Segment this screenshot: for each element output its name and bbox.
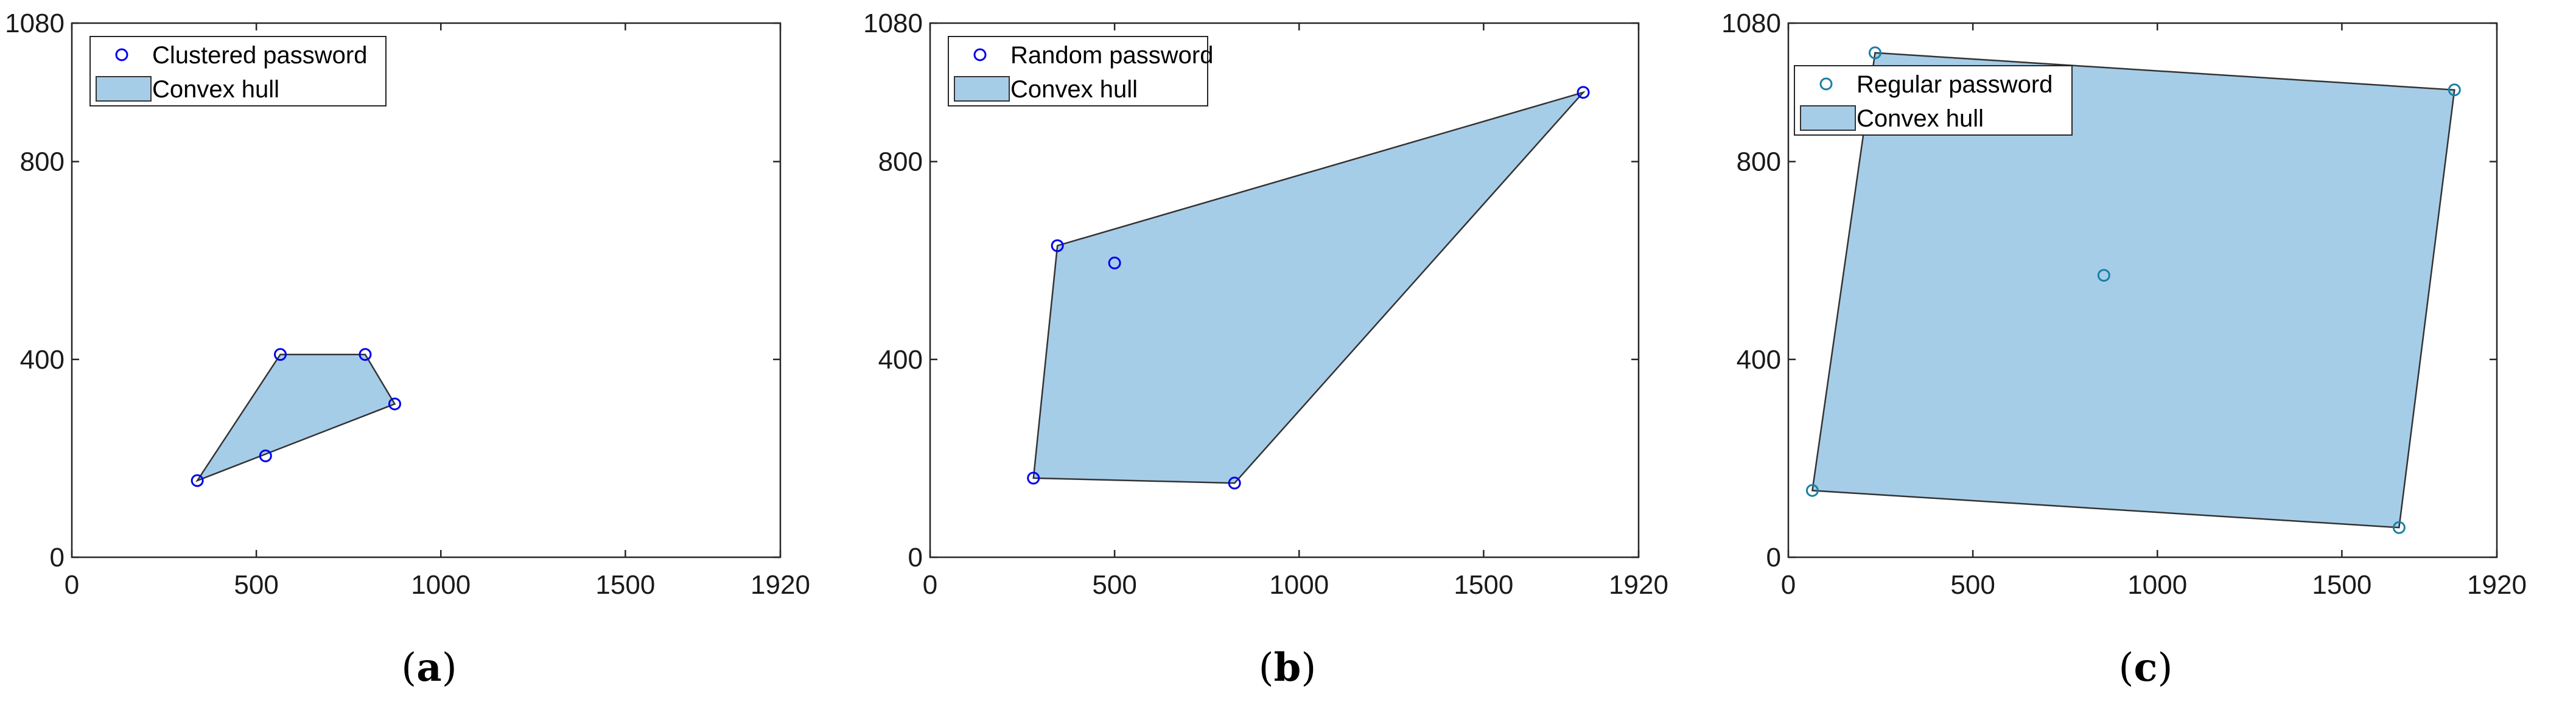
x-tick-label: 500 bbox=[1092, 570, 1136, 600]
data-point bbox=[388, 397, 401, 411]
axes-box bbox=[929, 22, 1640, 558]
y-tick-label: 800 bbox=[20, 147, 65, 177]
y-tick-label: 1080 bbox=[1721, 9, 1781, 38]
chart-panel-b: 0 500 1000 1500 1920 0 400 800 1080 Random passwo… bbox=[858, 0, 1717, 713]
x-tick-label: 1500 bbox=[2312, 570, 2371, 600]
data-point bbox=[1027, 471, 1040, 485]
x-tick-label: 1500 bbox=[595, 570, 655, 600]
x-tick-label: 1000 bbox=[411, 570, 471, 600]
legend-hull-swatch bbox=[96, 76, 152, 102]
legend-hull-label: Convex hull bbox=[152, 76, 279, 103]
data-point bbox=[2097, 269, 2110, 282]
data-point bbox=[1868, 46, 1881, 60]
y-tick-label: 1080 bbox=[5, 9, 65, 38]
convex-hull-polygon bbox=[195, 353, 396, 482]
data-point bbox=[1577, 86, 1590, 99]
caption-a: (a) bbox=[401, 645, 457, 690]
x-tick-label: 500 bbox=[234, 570, 278, 600]
legend: Clustered password Convex hull bbox=[89, 36, 387, 106]
caption-a-letter: a bbox=[416, 645, 442, 690]
legend-hull-label: Convex hull bbox=[1857, 105, 1984, 132]
y-tick-label: 400 bbox=[20, 345, 65, 375]
y-tick-label: 800 bbox=[878, 147, 923, 177]
x-tick-label: 0 bbox=[65, 570, 79, 600]
chart-b: 0 500 1000 1500 1920 0 400 800 1080 Random passwo… bbox=[863, 9, 1668, 600]
x-tick-label: 0 bbox=[923, 570, 937, 600]
caption-b-letter: b bbox=[1273, 645, 1301, 690]
legend-hull-label: Convex hull bbox=[1010, 76, 1138, 103]
y-tick-label: 0 bbox=[1766, 543, 1781, 572]
legend-point-marker bbox=[115, 48, 128, 61]
x-tick-label: 1920 bbox=[751, 570, 810, 600]
legend-hull-swatch bbox=[954, 76, 1010, 102]
x-tick-label: 1000 bbox=[1269, 570, 1329, 600]
legend-points-label: Clustered password bbox=[152, 42, 368, 69]
chart-panel-a: 0 500 1000 1500 1920 0 400 800 1080 Clustered pas… bbox=[0, 0, 858, 713]
data-point bbox=[1108, 256, 1121, 270]
legend-point-marker bbox=[973, 48, 987, 61]
x-tick-label: 0 bbox=[1781, 570, 1796, 600]
axes-box bbox=[71, 22, 782, 558]
x-tick-label: 1920 bbox=[1609, 570, 1668, 600]
legend: Regular password Convex hull bbox=[1794, 65, 2073, 136]
convex-hull-polygon bbox=[1032, 91, 1586, 484]
x-tick-label: 500 bbox=[1950, 570, 1995, 600]
data-point bbox=[1051, 239, 1064, 252]
data-point bbox=[2392, 521, 2406, 534]
axes-box bbox=[1787, 22, 2498, 558]
data-point bbox=[1228, 476, 1241, 490]
data-point bbox=[191, 474, 204, 487]
legend-points-label: Regular password bbox=[1857, 71, 2053, 98]
legend-hull-swatch bbox=[1800, 105, 1856, 131]
chart-a: 0 500 1000 1500 1920 0 400 800 1080 Clustered pas… bbox=[5, 9, 810, 600]
y-tick-label: 0 bbox=[908, 543, 923, 572]
y-tick-label: 1080 bbox=[863, 9, 923, 38]
convex-hull-polygon bbox=[1811, 52, 2455, 529]
y-tick-label: 400 bbox=[878, 345, 923, 375]
caption-c-letter: c bbox=[2133, 645, 2158, 690]
y-tick-label: 800 bbox=[1737, 147, 1781, 177]
chart-c: 0 500 1000 1500 1920 0 400 800 1080 Regular passw… bbox=[1721, 9, 2527, 600]
data-point bbox=[274, 348, 287, 361]
data-point bbox=[2448, 83, 2461, 97]
data-point bbox=[359, 348, 372, 361]
data-point bbox=[1805, 484, 1819, 497]
data-point bbox=[259, 449, 272, 462]
x-tick-label: 1920 bbox=[2467, 570, 2527, 600]
y-tick-label: 400 bbox=[1737, 345, 1781, 375]
x-tick-label: 1000 bbox=[2127, 570, 2187, 600]
y-tick-label: 0 bbox=[50, 543, 65, 572]
caption-c: (c) bbox=[2118, 645, 2173, 690]
legend-points-label: Random password bbox=[1010, 42, 1214, 69]
legend-point-marker bbox=[1819, 77, 1833, 91]
legend: Random password Convex hull bbox=[948, 36, 1214, 106]
caption-b: (b) bbox=[1258, 645, 1317, 690]
chart-panel-c: 0 500 1000 1500 1920 0 400 800 1080 Regular passw… bbox=[1717, 0, 2575, 713]
x-tick-label: 1500 bbox=[1454, 570, 1513, 600]
